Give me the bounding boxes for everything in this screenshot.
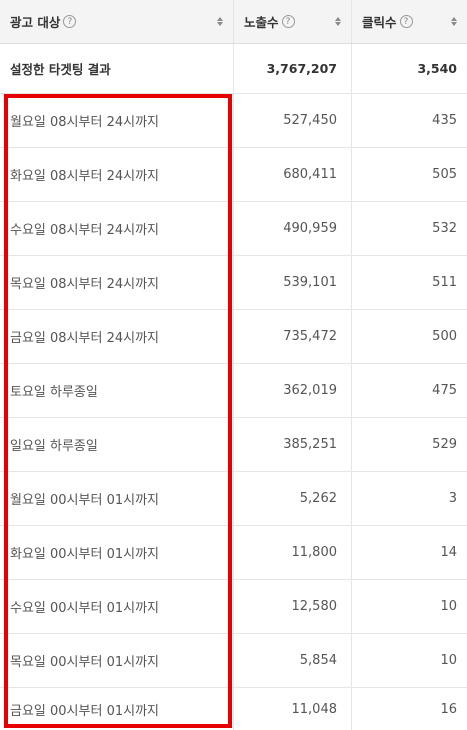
summary-label: 설정한 타겟팅 결과 <box>0 44 234 93</box>
column-header-ad-target[interactable]: 광고 대상 ? <box>0 0 234 43</box>
row-label: 토요일 하루종일 <box>0 364 234 417</box>
row-clicks: 16 <box>440 701 457 717</box>
question-circle-icon[interactable]: ? <box>63 15 77 28</box>
row-label: 월요일 08시부터 24시까지 <box>0 94 234 147</box>
sort-updown-icon[interactable] <box>217 17 223 26</box>
table-row: 수요일 00시부터 01시까지 12,580 10 <box>0 580 467 634</box>
row-label: 일요일 하루종일 <box>0 418 234 471</box>
question-circle-icon[interactable]: ? <box>399 15 413 28</box>
table-row: 수요일 08시부터 24시까지 490,959 532 <box>0 202 467 256</box>
table-row: 목요일 00시부터 01시까지 5,854 10 <box>0 634 467 688</box>
summary-clicks: 3,540 <box>417 61 457 76</box>
sort-updown-icon[interactable] <box>335 17 341 26</box>
row-label: 금요일 08시부터 24시까지 <box>0 310 234 363</box>
column-header-clicks[interactable]: 클릭수 ? <box>352 0 467 43</box>
column-header-impressions[interactable]: 노출수 ? <box>234 0 352 43</box>
row-label: 금요일 00시부터 01시까지 <box>0 688 234 730</box>
row-clicks: 511 <box>432 275 457 290</box>
table-header: 광고 대상 ? 노출수 ? 클릭수 ? <box>0 0 467 44</box>
row-impressions: 362,019 <box>234 364 352 417</box>
row-clicks: 532 <box>432 221 457 236</box>
row-clicks: 435 <box>432 113 457 128</box>
row-label: 수요일 08시부터 24시까지 <box>0 202 234 255</box>
table-row: 금요일 08시부터 24시까지 735,472 500 <box>0 310 467 364</box>
row-impressions: 680,411 <box>234 148 352 201</box>
row-impressions: 11,048 <box>234 688 352 730</box>
column-header-label: 노출수 <box>244 15 279 30</box>
table-row: 화요일 00시부터 01시까지 11,800 14 <box>0 526 467 580</box>
column-header-label: 클릭수 <box>362 15 397 30</box>
row-label: 화요일 00시부터 01시까지 <box>0 526 234 579</box>
summary-row: 설정한 타겟팅 결과 3,767,207 3,540 <box>0 44 467 94</box>
row-clicks: 500 <box>432 329 457 344</box>
row-impressions: 735,472 <box>234 310 352 363</box>
row-impressions: 5,854 <box>234 634 352 687</box>
row-label: 목요일 00시부터 01시까지 <box>0 634 234 687</box>
row-label: 월요일 00시부터 01시까지 <box>0 472 234 525</box>
summary-impressions: 3,767,207 <box>234 44 352 93</box>
row-clicks: 3 <box>448 491 457 506</box>
row-impressions: 539,101 <box>234 256 352 309</box>
row-clicks: 475 <box>432 383 457 398</box>
row-clicks: 10 <box>440 653 457 668</box>
row-impressions: 11,800 <box>234 526 352 579</box>
row-clicks: 505 <box>432 167 457 182</box>
row-label: 수요일 00시부터 01시까지 <box>0 580 234 633</box>
row-label: 화요일 08시부터 24시까지 <box>0 148 234 201</box>
row-clicks: 10 <box>440 599 457 614</box>
table-row: 토요일 하루종일 362,019 475 <box>0 364 467 418</box>
row-impressions: 385,251 <box>234 418 352 471</box>
column-header-label: 광고 대상 <box>10 15 61 30</box>
table-row: 화요일 08시부터 24시까지 680,411 505 <box>0 148 467 202</box>
row-clicks: 529 <box>432 437 457 452</box>
row-label: 목요일 08시부터 24시까지 <box>0 256 234 309</box>
table-row: 금요일 00시부터 01시까지 11,048 16 <box>0 688 467 730</box>
table-row: 목요일 08시부터 24시까지 539,101 511 <box>0 256 467 310</box>
row-impressions: 490,959 <box>234 202 352 255</box>
question-circle-icon[interactable]: ? <box>281 15 295 28</box>
table-row: 월요일 08시부터 24시까지 527,450 435 <box>0 94 467 148</box>
row-impressions: 5,262 <box>234 472 352 525</box>
row-clicks: 14 <box>440 545 457 560</box>
row-impressions: 12,580 <box>234 580 352 633</box>
row-impressions: 527,450 <box>234 94 352 147</box>
table-row: 월요일 00시부터 01시까지 5,262 3 <box>0 472 467 526</box>
table-row: 일요일 하루종일 385,251 529 <box>0 418 467 472</box>
sort-updown-icon[interactable] <box>451 17 457 26</box>
